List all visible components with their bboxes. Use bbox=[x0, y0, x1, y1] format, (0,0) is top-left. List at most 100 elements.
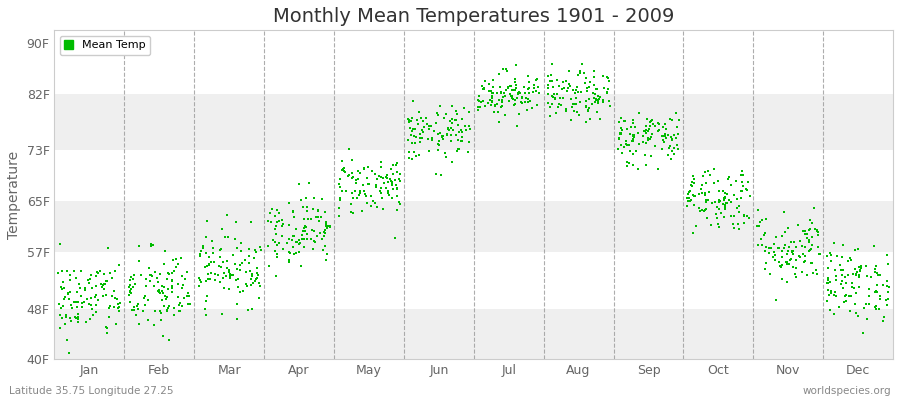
Point bbox=[546, 94, 561, 100]
Point bbox=[294, 236, 309, 242]
Point bbox=[879, 278, 894, 284]
Point bbox=[664, 134, 679, 140]
Point bbox=[285, 244, 300, 250]
Point bbox=[565, 104, 580, 111]
Point bbox=[410, 153, 424, 160]
Point bbox=[767, 249, 781, 256]
Point bbox=[319, 208, 333, 215]
Point bbox=[852, 263, 867, 270]
Point bbox=[547, 90, 562, 97]
Point bbox=[615, 150, 629, 157]
Point bbox=[806, 205, 821, 212]
Point bbox=[72, 281, 86, 288]
Point bbox=[494, 89, 508, 96]
Point bbox=[549, 77, 563, 84]
Point bbox=[569, 86, 583, 93]
Point bbox=[573, 70, 588, 76]
Point bbox=[625, 138, 639, 144]
Point bbox=[716, 188, 730, 194]
Point bbox=[505, 93, 519, 100]
Point bbox=[430, 130, 445, 137]
Point bbox=[400, 136, 415, 143]
Point bbox=[574, 60, 589, 67]
Point bbox=[413, 135, 428, 141]
Point bbox=[173, 300, 187, 306]
Point bbox=[878, 297, 893, 304]
Point bbox=[589, 96, 603, 102]
Point bbox=[307, 237, 321, 244]
Point bbox=[517, 84, 531, 90]
Point bbox=[159, 306, 174, 313]
Point bbox=[374, 159, 389, 165]
Point bbox=[54, 305, 68, 311]
Point bbox=[100, 278, 114, 285]
Point bbox=[159, 294, 174, 300]
Point bbox=[727, 224, 742, 231]
Point bbox=[659, 134, 673, 141]
Point bbox=[206, 245, 220, 252]
Point bbox=[761, 249, 776, 256]
Point bbox=[521, 72, 535, 79]
Point bbox=[298, 223, 312, 229]
Point bbox=[168, 256, 183, 262]
Point bbox=[635, 138, 650, 145]
Point bbox=[795, 269, 809, 275]
Point bbox=[833, 267, 848, 274]
Point bbox=[742, 193, 757, 199]
Point bbox=[454, 138, 468, 144]
Point bbox=[200, 218, 214, 224]
Point bbox=[485, 94, 500, 101]
Point bbox=[804, 260, 818, 266]
Point bbox=[405, 98, 419, 104]
Point bbox=[435, 132, 449, 139]
Point bbox=[357, 191, 372, 198]
Point bbox=[423, 122, 437, 129]
Point bbox=[349, 176, 364, 183]
Point bbox=[482, 81, 496, 87]
Point bbox=[128, 281, 142, 287]
Point bbox=[454, 127, 469, 133]
Point bbox=[758, 266, 772, 272]
Point bbox=[382, 176, 397, 182]
Point bbox=[82, 301, 96, 307]
Point bbox=[700, 168, 715, 174]
Point bbox=[758, 230, 772, 236]
Point bbox=[717, 206, 732, 212]
Point bbox=[852, 284, 867, 290]
Point bbox=[208, 270, 222, 277]
Point bbox=[425, 136, 439, 143]
Point bbox=[70, 314, 85, 320]
Point bbox=[644, 134, 658, 140]
Point bbox=[806, 260, 820, 267]
Point bbox=[208, 277, 222, 283]
Point bbox=[439, 153, 454, 160]
Point bbox=[434, 172, 448, 178]
Point bbox=[200, 293, 214, 300]
Bar bbox=[55, 308, 893, 359]
Point bbox=[504, 95, 518, 102]
Point bbox=[732, 209, 746, 215]
Point bbox=[93, 268, 107, 274]
Point bbox=[669, 110, 683, 116]
Point bbox=[716, 201, 730, 207]
Point bbox=[65, 305, 79, 312]
Point bbox=[687, 180, 701, 186]
Point bbox=[167, 305, 182, 311]
Point bbox=[74, 268, 88, 274]
Point bbox=[155, 283, 169, 289]
Point bbox=[57, 285, 71, 292]
Point bbox=[549, 91, 563, 97]
Point bbox=[70, 315, 85, 322]
Point bbox=[530, 75, 544, 82]
Point bbox=[405, 128, 419, 134]
Point bbox=[506, 95, 520, 102]
Point bbox=[495, 98, 509, 105]
Point bbox=[712, 205, 726, 212]
Point bbox=[547, 95, 562, 102]
Bar bbox=[55, 252, 893, 308]
Point bbox=[695, 206, 709, 213]
Point bbox=[335, 167, 349, 173]
Point bbox=[590, 93, 605, 100]
Point bbox=[285, 208, 300, 214]
Point bbox=[789, 257, 804, 263]
